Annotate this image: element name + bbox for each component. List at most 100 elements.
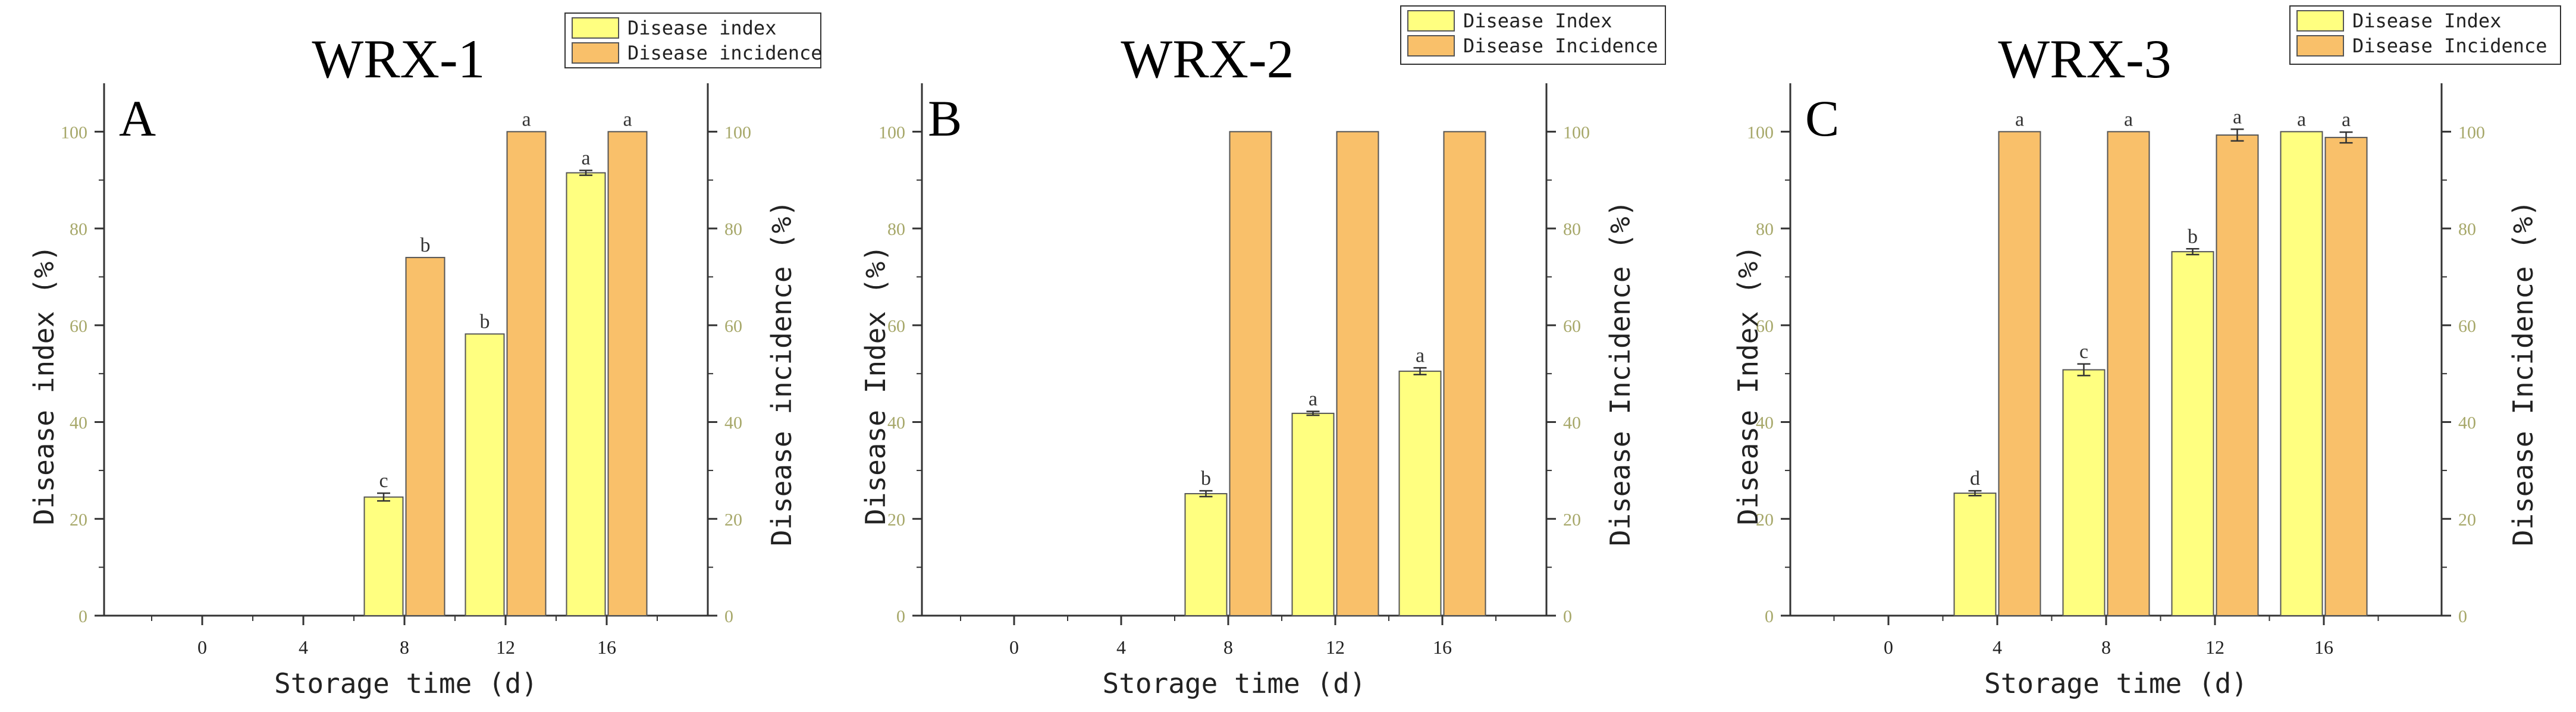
panel-letter: C bbox=[1805, 90, 1839, 147]
x-tick-label: 16 bbox=[597, 636, 616, 658]
x-tick-label: 4 bbox=[299, 636, 308, 658]
x-tick-label: 16 bbox=[2314, 636, 2333, 658]
right-y-tick-label: 80 bbox=[1563, 219, 1581, 239]
right-y-tick-label: 60 bbox=[2458, 316, 2476, 336]
legend-swatch-index bbox=[1407, 10, 1455, 32]
significance-letter: a bbox=[2124, 108, 2133, 130]
x-tick-label: 8 bbox=[400, 636, 409, 658]
right-y-tick-label: 80 bbox=[724, 219, 742, 239]
chart-panel-c: 0 0 20 20 40 40 60 60 80 80 100 100 0 4 8 12 16 d a c a b a a a W… bbox=[1716, 0, 2576, 712]
disease-incidence-bar bbox=[1229, 131, 1272, 616]
significance-letter: a bbox=[522, 108, 531, 130]
right-y-axis-label: Disease incidence (%) bbox=[765, 200, 798, 547]
legend-label-incidence: Disease Incidence bbox=[1463, 34, 1658, 57]
left-y-tick-label: 40 bbox=[1756, 413, 1774, 433]
x-tick-label: 12 bbox=[496, 636, 515, 658]
left-y-tick-label: 80 bbox=[1756, 219, 1774, 239]
disease-incidence-bar bbox=[2107, 131, 2150, 616]
x-axis-label: Storage time (d) bbox=[1984, 667, 2248, 700]
chart-title: WRX-3 bbox=[1998, 29, 2171, 89]
right-y-tick-label: 100 bbox=[1563, 123, 1590, 142]
disease-incidence-bar bbox=[506, 131, 547, 616]
disease-index-bar bbox=[2280, 131, 2323, 616]
disease-index-bar bbox=[1398, 371, 1442, 616]
significance-letter: c bbox=[379, 470, 388, 492]
legend-swatch-incidence bbox=[1407, 35, 1455, 57]
chart-svg-b: 0 0 20 20 40 40 60 60 80 80 100 100 0 4 8 12 16 b a a WRX-2 B… bbox=[859, 5, 1666, 700]
significance-letter: a bbox=[1416, 344, 1425, 366]
legend-swatch-index bbox=[572, 17, 619, 39]
significance-letter: b bbox=[2188, 225, 2198, 247]
left-y-tick-label: 80 bbox=[70, 219, 87, 239]
disease-index-bar bbox=[1953, 493, 1997, 617]
x-tick-label: 0 bbox=[1009, 636, 1019, 658]
disease-index-bar bbox=[363, 496, 404, 617]
right-y-tick-label: 40 bbox=[1563, 413, 1581, 433]
chart-panel-a: 0 0 20 20 40 40 60 60 80 80 100 100 0 4 8 12 16 c b b a a a WRX… bbox=[0, 0, 856, 712]
x-tick-label: 8 bbox=[2101, 636, 2111, 658]
left-y-tick-label: 0 bbox=[1765, 607, 1774, 626]
significance-letter: a bbox=[2342, 109, 2351, 131]
significance-letter: a bbox=[581, 147, 590, 169]
right-y-tick-label: 20 bbox=[724, 510, 742, 529]
significance-letter: d bbox=[1970, 468, 1980, 490]
significance-letter: c bbox=[2079, 341, 2088, 363]
significance-letter: b bbox=[480, 310, 490, 333]
right-y-tick-label: 100 bbox=[724, 123, 751, 142]
left-y-axis-label: Disease Index (%) bbox=[859, 245, 892, 525]
significance-letter: a bbox=[623, 108, 632, 130]
right-y-tick-label: 20 bbox=[1563, 510, 1581, 529]
right-y-tick-label: 0 bbox=[724, 607, 733, 626]
x-tick-label: 12 bbox=[2205, 636, 2224, 658]
left-y-axis-label: Disease index (%) bbox=[28, 245, 60, 525]
left-y-tick-label: 80 bbox=[887, 219, 905, 239]
disease-index-bar bbox=[2171, 251, 2214, 616]
left-y-tick-label: 0 bbox=[79, 607, 87, 626]
significance-letter: b bbox=[421, 234, 431, 256]
chart-panel-b: 0 0 20 20 40 40 60 60 80 80 100 100 0 4 8 12 16 b a a WRX-2 B… bbox=[856, 0, 1716, 712]
legend-label-incidence: Disease incidence bbox=[627, 42, 823, 64]
right-y-tick-label: 40 bbox=[724, 413, 742, 433]
left-y-tick-label: 100 bbox=[878, 123, 905, 142]
right-y-tick-label: 60 bbox=[724, 316, 742, 336]
disease-incidence-bar bbox=[2324, 137, 2368, 617]
left-y-tick-label: 60 bbox=[70, 316, 87, 336]
disease-index-bar bbox=[566, 172, 606, 617]
significance-letter: a bbox=[1309, 388, 1317, 410]
right-y-tick-label: 40 bbox=[2458, 413, 2476, 433]
left-y-tick-label: 20 bbox=[887, 510, 905, 529]
x-tick-label: 16 bbox=[1433, 636, 1452, 658]
right-y-tick-label: 60 bbox=[1563, 316, 1581, 336]
left-y-tick-label: 0 bbox=[896, 607, 905, 626]
legend-swatch-index bbox=[2296, 10, 2344, 32]
disease-index-bar bbox=[465, 333, 505, 616]
disease-index-bar bbox=[2062, 369, 2106, 616]
x-axis-label: Storage time (d) bbox=[1102, 667, 1366, 700]
left-y-tick-label: 60 bbox=[887, 316, 905, 336]
x-tick-label: 4 bbox=[1116, 636, 1126, 658]
left-y-tick-label: 20 bbox=[70, 510, 87, 529]
disease-incidence-bar bbox=[1336, 131, 1379, 616]
panel-letter: B bbox=[928, 90, 962, 147]
legend-swatch-incidence bbox=[572, 42, 619, 64]
x-axis-label: Storage time (d) bbox=[274, 667, 538, 700]
disease-incidence-bar bbox=[607, 131, 648, 616]
disease-index-bar bbox=[1291, 412, 1335, 617]
legend-swatch-incidence bbox=[2296, 35, 2344, 57]
left-y-tick-label: 40 bbox=[70, 413, 87, 433]
right-y-tick-label: 80 bbox=[2458, 219, 2476, 239]
legend-label-index: Disease Index bbox=[1463, 10, 1612, 32]
significance-letter: a bbox=[2233, 106, 2242, 128]
right-y-tick-label: 100 bbox=[2458, 123, 2485, 142]
chart-title: WRX-1 bbox=[312, 29, 485, 89]
disease-incidence-bar bbox=[405, 256, 445, 616]
right-y-tick-label: 0 bbox=[1563, 607, 1572, 626]
chart-title: WRX-2 bbox=[1121, 29, 1294, 89]
left-y-tick-label: 20 bbox=[1756, 510, 1774, 529]
chart-svg-a: 0 0 20 20 40 40 60 60 80 80 100 100 0 4 8 12 16 c b b a a a WRX… bbox=[28, 12, 823, 700]
left-y-tick-label: 100 bbox=[1747, 123, 1774, 142]
x-tick-label: 8 bbox=[1223, 636, 1233, 658]
disease-index-bar bbox=[1184, 493, 1228, 616]
right-y-axis-label: Disease Incidence (%) bbox=[2507, 200, 2539, 547]
